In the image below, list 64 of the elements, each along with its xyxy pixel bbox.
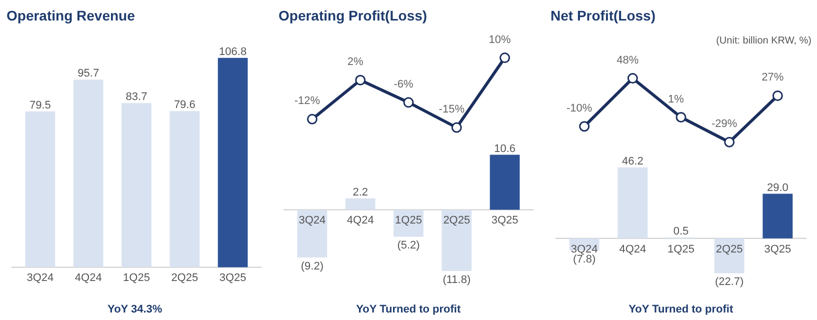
data-label: 48% bbox=[616, 54, 639, 66]
data-label: (7.8) bbox=[573, 253, 596, 266]
chart-title: Operating Profit(Loss) bbox=[278, 8, 428, 24]
text: (Unit: billion KRW, %) bbox=[716, 36, 812, 46]
text: YoY Turned to profit bbox=[356, 304, 461, 316]
text: YoY 34.3% bbox=[108, 304, 162, 316]
bar bbox=[618, 167, 648, 238]
data-label: -15% bbox=[438, 104, 465, 116]
data-label: 10.6 bbox=[494, 142, 516, 155]
chart-title: Net Profit(Loss) bbox=[550, 8, 656, 24]
point bbox=[772, 90, 783, 101]
point bbox=[579, 121, 590, 132]
x-tick-label: 4Q24 bbox=[74, 272, 102, 284]
bar bbox=[218, 58, 248, 268]
x-tick-label: 2Q25 bbox=[716, 243, 743, 256]
data-label: 2% bbox=[347, 56, 364, 68]
data-label: 27% bbox=[762, 72, 784, 84]
data-label: 79.6 bbox=[174, 99, 196, 112]
x-tick-label: 2Q25 bbox=[171, 272, 198, 284]
x-tick-label: 3Q24 bbox=[26, 272, 54, 284]
data-label: 2.2 bbox=[352, 186, 368, 198]
point bbox=[627, 73, 638, 84]
data-label: -12% bbox=[294, 95, 320, 108]
point bbox=[451, 122, 462, 133]
data-label: -6% bbox=[394, 78, 414, 90]
bar bbox=[25, 111, 56, 268]
data-label: (22.7) bbox=[714, 276, 744, 288]
point bbox=[306, 114, 318, 124]
data-label: 1% bbox=[668, 93, 684, 106]
data-label: (9.2) bbox=[300, 260, 324, 272]
x-tick-label: 4Q24 bbox=[346, 214, 374, 227]
data-label: 10% bbox=[488, 34, 512, 46]
x-tick-label: 3Q25 bbox=[219, 272, 246, 284]
point bbox=[676, 112, 686, 122]
x-tick-label: 3Q24 bbox=[570, 243, 598, 256]
data-label: 95.7 bbox=[78, 68, 100, 80]
bar bbox=[762, 194, 793, 238]
x-tick-label: 3Q24 bbox=[298, 214, 326, 227]
data-label: (5.2) bbox=[397, 240, 420, 252]
x-tick-label: 1Q25 bbox=[668, 243, 694, 256]
data-label: 29.0 bbox=[766, 182, 788, 194]
bar bbox=[170, 111, 200, 268]
chart-title: Operating Revenue bbox=[6, 8, 136, 24]
x-tick-label: 1Q25 bbox=[395, 214, 422, 227]
x-tick-label: 3Q25 bbox=[491, 214, 518, 227]
x-tick-label: 4Q24 bbox=[619, 243, 646, 256]
data-label: -10% bbox=[566, 102, 592, 114]
data-label: 46.2 bbox=[622, 155, 644, 168]
data-label: 106.8 bbox=[219, 46, 247, 58]
point bbox=[724, 136, 735, 148]
data-label: 83.7 bbox=[126, 91, 148, 104]
x-tick-label: 3Q25 bbox=[764, 243, 792, 256]
point bbox=[500, 52, 510, 64]
data-label: 79.5 bbox=[30, 99, 51, 112]
data-label: 0.5 bbox=[673, 226, 689, 238]
bar bbox=[73, 80, 104, 268]
x-tick-label: 1Q25 bbox=[123, 272, 150, 284]
data-label: (11.8) bbox=[442, 274, 471, 286]
point bbox=[403, 97, 414, 108]
x-tick-label: 2Q25 bbox=[443, 214, 470, 227]
point bbox=[355, 74, 366, 86]
data-label: -29% bbox=[711, 118, 738, 130]
text: YoY Turned to profit bbox=[628, 304, 734, 316]
bar bbox=[122, 103, 152, 268]
